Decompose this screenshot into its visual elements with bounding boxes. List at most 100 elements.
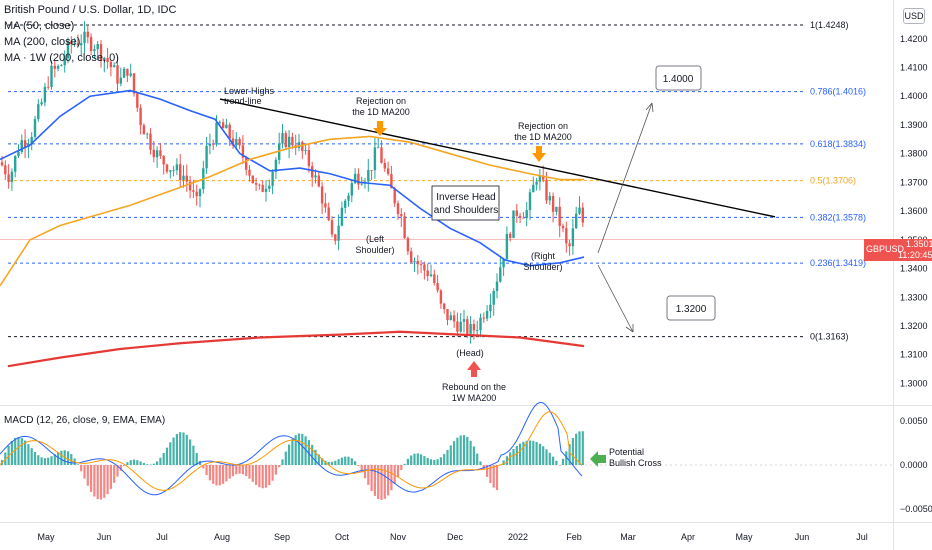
candle-body bbox=[505, 233, 509, 260]
macd-histogram-bar bbox=[357, 465, 360, 466]
macd-histogram-bar bbox=[129, 460, 132, 465]
rebound-1w-ma200-label: Rebound on the 1W MA200 bbox=[442, 382, 506, 403]
macd-histogram-bar bbox=[205, 465, 208, 476]
candles-group bbox=[0, 21, 584, 344]
candle-body bbox=[106, 57, 109, 62]
macd-histogram-bar bbox=[330, 461, 334, 465]
macd-histogram-bar bbox=[57, 452, 60, 465]
macd-histogram-bar bbox=[578, 431, 581, 465]
time-axis-tick: Jul bbox=[156, 532, 168, 542]
macd-histogram-bar bbox=[416, 453, 419, 465]
legend-ma50[interactable]: MA (50, close) bbox=[4, 20, 75, 32]
candle-body bbox=[89, 37, 93, 51]
macd-histogram-bar bbox=[225, 465, 228, 482]
price-axis-tick: 1.3600 bbox=[900, 206, 928, 216]
macd-histogram-bar bbox=[53, 454, 56, 465]
candle-body bbox=[482, 317, 485, 319]
candle-body bbox=[330, 220, 334, 235]
candle-body bbox=[287, 136, 291, 148]
candle-body bbox=[103, 57, 106, 61]
macd-histogram-bar bbox=[406, 458, 409, 465]
macd-histogram-bar bbox=[195, 453, 198, 465]
candle-body bbox=[142, 125, 146, 135]
macd-histogram-bar bbox=[83, 465, 86, 479]
candle-body bbox=[551, 196, 555, 212]
green-left-arrow bbox=[590, 451, 606, 467]
macd-legend[interactable]: MACD (12, 26, close, 9, EMA, EMA) bbox=[4, 415, 166, 426]
candle-body bbox=[476, 329, 479, 331]
fib-level-label: 0.618(1.3834) bbox=[810, 139, 866, 149]
time-axis-tick: May bbox=[37, 532, 55, 542]
macd-histogram-bar bbox=[545, 449, 548, 465]
macd-histogram-bar bbox=[50, 456, 53, 465]
macd-histogram-bar bbox=[476, 453, 479, 465]
candle-body bbox=[555, 206, 558, 212]
candle-body bbox=[221, 122, 225, 129]
candle-body bbox=[271, 171, 274, 186]
red-up-arrow bbox=[467, 361, 481, 377]
macd-histogram-bar bbox=[561, 458, 565, 465]
macd-histogram-bar bbox=[495, 465, 499, 491]
candle-body bbox=[357, 173, 360, 185]
candle-body bbox=[314, 175, 317, 178]
macd-histogram-bar bbox=[238, 465, 241, 474]
candle-body bbox=[410, 251, 413, 263]
macd-histogram-bar bbox=[492, 465, 495, 488]
macd-histogram-bar bbox=[113, 465, 116, 483]
symbol-title: British Pound / U.S. Dollar, 1D, IDC bbox=[4, 4, 177, 16]
macd-histogram-bar bbox=[70, 454, 73, 465]
macd-histogram-bar bbox=[436, 459, 439, 465]
macd-histogram-bar bbox=[515, 446, 518, 465]
macd-histogram-bar bbox=[258, 465, 261, 488]
candle-body bbox=[472, 323, 476, 331]
macd-histogram-bar bbox=[502, 460, 505, 465]
macd-histogram-bar bbox=[528, 440, 532, 465]
orange-down-arrow-2 bbox=[532, 146, 546, 162]
candle-body bbox=[281, 133, 284, 144]
candle-body bbox=[30, 136, 33, 144]
candle-body bbox=[212, 143, 215, 145]
candle-body bbox=[159, 150, 162, 156]
candle-body bbox=[353, 173, 357, 184]
candle-body bbox=[499, 267, 502, 282]
candle-body bbox=[40, 102, 43, 105]
candle-body bbox=[93, 49, 96, 51]
price-tag-symbol: GBPUSD bbox=[866, 244, 905, 254]
macd-histogram-bar bbox=[162, 452, 165, 465]
macd-histogram-bar bbox=[165, 447, 169, 465]
candle-body bbox=[20, 140, 23, 152]
macd-histogram-bar bbox=[116, 465, 119, 477]
macd-histogram-bar bbox=[189, 439, 192, 465]
candle-body bbox=[251, 175, 254, 184]
macd-histogram-bar bbox=[558, 465, 561, 466]
fib-level-label: 0(1.3163) bbox=[810, 332, 849, 342]
candle-body bbox=[373, 147, 377, 171]
candle-body bbox=[126, 68, 129, 76]
candle-body bbox=[56, 65, 60, 69]
candle-body bbox=[485, 311, 489, 319]
macd-histogram-bar bbox=[132, 459, 136, 465]
macd-histogram-bar bbox=[241, 465, 244, 475]
macd-histogram-bar bbox=[40, 457, 43, 465]
candle-body bbox=[155, 150, 159, 158]
macd-histogram-bar bbox=[532, 440, 535, 465]
macd-histogram-bar bbox=[278, 465, 281, 468]
candle-body bbox=[86, 31, 89, 38]
time-axis-tick: May bbox=[735, 532, 753, 542]
right-shoulder-label: (Right Shoulder) bbox=[523, 251, 562, 272]
candle-body bbox=[225, 124, 228, 129]
candle-body bbox=[423, 264, 426, 271]
macd-histogram-bar bbox=[344, 456, 347, 465]
macd-histogram-bar bbox=[139, 461, 142, 465]
macd-signal-line bbox=[0, 411, 583, 491]
candle-body bbox=[76, 43, 80, 46]
legend-ma-1w[interactable]: MA · 1W (200, close, 0) bbox=[4, 52, 119, 64]
candle-body bbox=[198, 189, 202, 197]
legend-ma200[interactable]: MA (200, close) bbox=[4, 36, 81, 48]
currency-badge[interactable]: USD bbox=[903, 8, 925, 24]
macd-histogram-bar bbox=[390, 465, 393, 491]
candle-body bbox=[109, 61, 113, 68]
macd-histogram-bar bbox=[462, 435, 466, 465]
macd-histogram-bar bbox=[231, 465, 235, 477]
candle-body bbox=[132, 73, 136, 94]
